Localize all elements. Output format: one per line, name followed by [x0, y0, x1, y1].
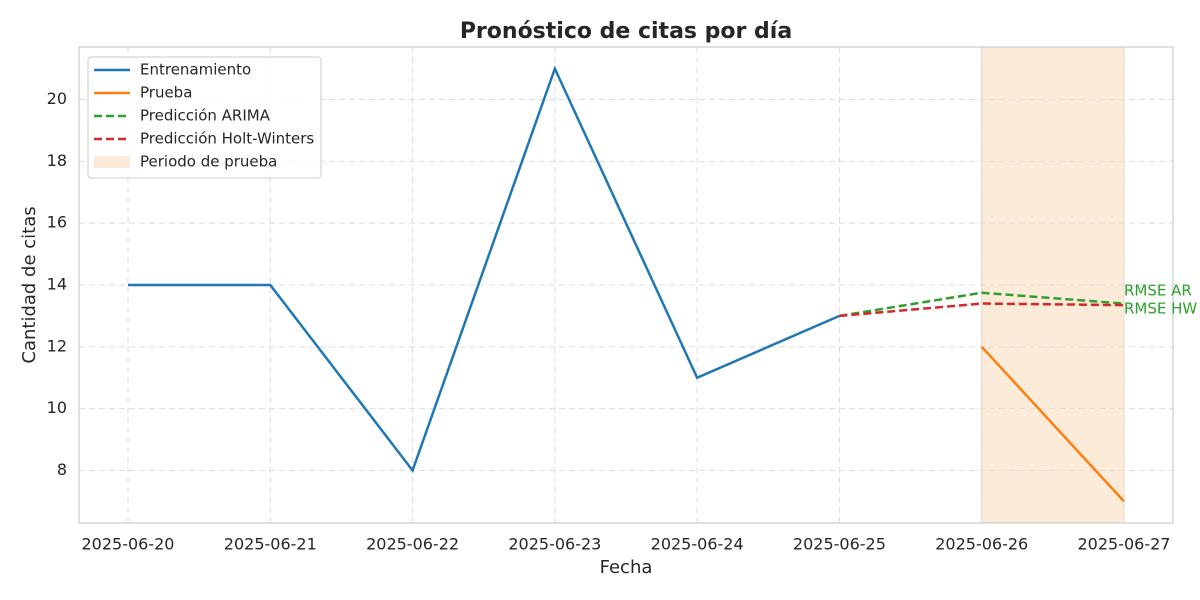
series-line	[839, 291, 1125, 318]
legend-label: Predicción Holt-Winters	[140, 130, 314, 148]
legend-swatch	[94, 156, 130, 168]
x-tick-label: 2025-06-23	[508, 535, 601, 554]
series-line	[980, 345, 1125, 503]
legend-label: Prueba	[140, 84, 192, 102]
y-axis-label: Cantidad de citas	[19, 206, 40, 363]
x-tick-label: 2025-06-21	[224, 535, 317, 554]
legend-box	[87, 56, 322, 179]
chart-title: Pronóstico de citas por día	[460, 19, 792, 44]
x-axis-label: Fecha	[600, 557, 653, 578]
y-tick-label: 10	[47, 398, 67, 417]
y-tick-label: 12	[47, 336, 67, 355]
y-tick-label: 14	[47, 275, 67, 294]
y-tick-label: 20	[47, 89, 67, 108]
annotation: RMSE AR	[1124, 282, 1192, 300]
x-tick-label: 2025-06-24	[651, 535, 744, 554]
legend-label: Periodo de prueba	[140, 153, 277, 171]
annotation: RMSE HW	[1124, 300, 1197, 318]
x-tick-label: 2025-06-22	[366, 535, 459, 554]
x-tick-label: 2025-06-26	[935, 535, 1028, 554]
x-tick-label: 2025-06-27	[1078, 535, 1171, 554]
plot-area	[128, 65, 1125, 503]
y-tick-label: 8	[57, 460, 67, 479]
legend-label: Predicción ARIMA	[140, 107, 271, 125]
series-line	[128, 65, 840, 474]
x-tick-label: 2025-06-25	[793, 535, 886, 554]
y-tick-label: 18	[47, 151, 67, 170]
plot-frame	[78, 46, 1174, 524]
legend-label: Entrenamiento	[140, 61, 251, 79]
x-tick-label: 2025-06-20	[82, 535, 175, 554]
y-tick-label: 16	[47, 213, 67, 232]
